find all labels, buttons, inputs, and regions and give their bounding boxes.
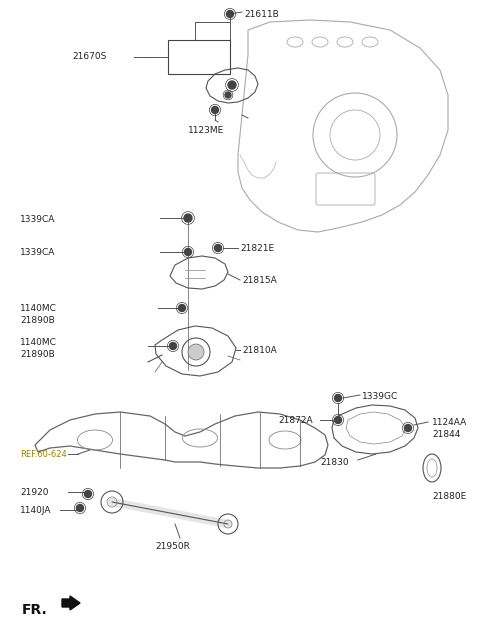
Text: 1123ME: 1123ME: [188, 126, 224, 135]
Circle shape: [227, 10, 233, 17]
Text: 21611B: 21611B: [244, 10, 279, 19]
Circle shape: [188, 344, 204, 360]
Text: 1140MC: 1140MC: [20, 338, 57, 347]
Text: 21821E: 21821E: [240, 244, 274, 253]
Text: 21890B: 21890B: [20, 350, 55, 359]
Circle shape: [76, 504, 84, 512]
Text: 21670S: 21670S: [72, 52, 107, 61]
Circle shape: [225, 92, 231, 98]
Text: 21830: 21830: [320, 458, 348, 467]
Text: 1339CA: 1339CA: [20, 248, 55, 257]
FancyArrow shape: [62, 596, 80, 610]
Circle shape: [335, 394, 341, 401]
Text: 21950R: 21950R: [155, 542, 190, 551]
Text: 1140JA: 1140JA: [20, 506, 51, 515]
Text: 1339GC: 1339GC: [362, 392, 398, 401]
Circle shape: [184, 214, 192, 222]
Text: REF.60-624: REF.60-624: [20, 450, 67, 459]
Circle shape: [169, 342, 177, 349]
Circle shape: [212, 106, 218, 113]
Text: 1140MC: 1140MC: [20, 304, 57, 313]
Text: 21880E: 21880E: [432, 492, 466, 501]
Circle shape: [184, 249, 192, 256]
Circle shape: [228, 81, 236, 89]
Circle shape: [179, 304, 185, 312]
Bar: [168, 40, 230, 74]
Text: 21815A: 21815A: [242, 276, 277, 285]
Circle shape: [215, 244, 221, 251]
Circle shape: [84, 490, 92, 497]
Text: FR.: FR.: [22, 603, 48, 617]
Text: 21872A: 21872A: [278, 416, 312, 425]
Text: 1124AA: 1124AA: [432, 418, 467, 427]
Text: 21844: 21844: [432, 430, 460, 439]
Circle shape: [405, 424, 411, 431]
Text: 21920: 21920: [20, 488, 48, 497]
Text: 21810A: 21810A: [242, 346, 277, 355]
Text: 21890B: 21890B: [20, 316, 55, 325]
Text: 1339CA: 1339CA: [20, 215, 55, 224]
Circle shape: [335, 417, 341, 424]
